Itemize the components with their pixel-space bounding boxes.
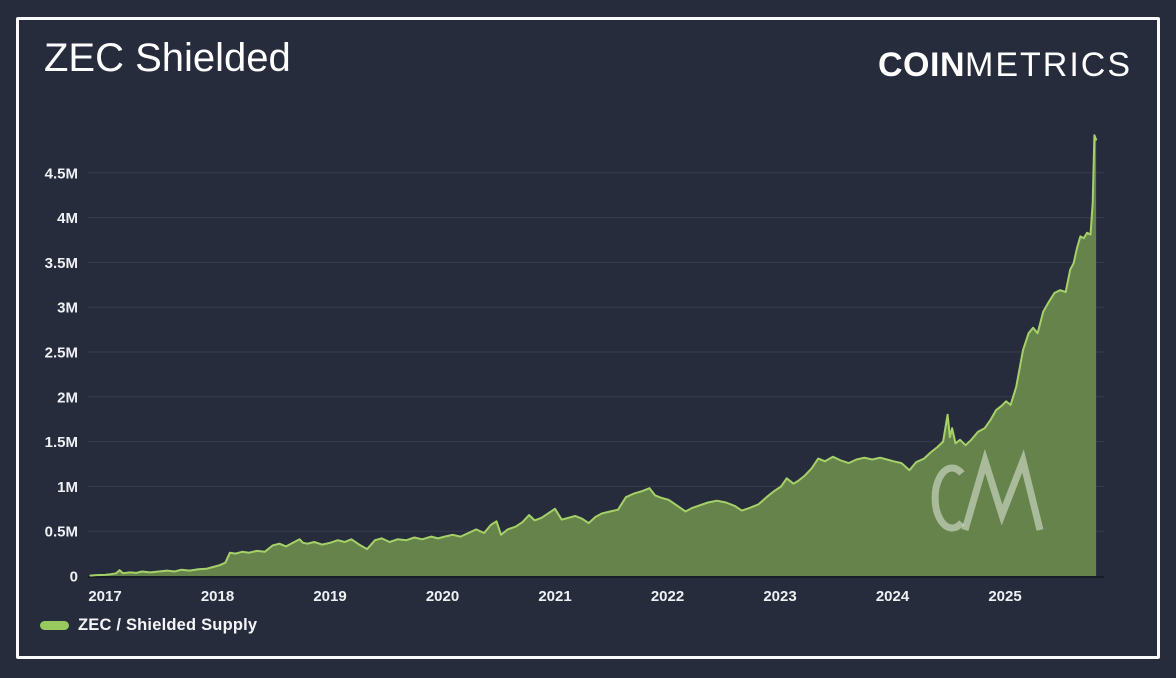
x-tick-label: 2018 xyxy=(201,588,234,605)
legend-swatch-icon xyxy=(40,621,69,630)
x-tick-label: 2024 xyxy=(876,588,910,605)
y-tick-label: 3M xyxy=(57,300,78,317)
x-tick-label: 2021 xyxy=(538,588,571,605)
y-tick-label: 1M xyxy=(57,479,78,496)
page-title: ZEC Shielded xyxy=(44,36,291,80)
cm-watermark xyxy=(931,448,1044,532)
y-tick-label: 3.5M xyxy=(45,255,78,272)
shielded-supply-line xyxy=(89,134,1098,577)
watermark-c-glyph xyxy=(931,464,965,532)
x-tick-label: 2017 xyxy=(88,588,121,605)
x-tick-label: 2025 xyxy=(988,588,1021,605)
x-tick-label: 2020 xyxy=(426,588,459,605)
y-tick-label: 2.5M xyxy=(45,345,78,362)
y-tick-label: 2M xyxy=(57,389,78,406)
y-tick-label: 4.5M xyxy=(45,165,78,182)
y-tick-label: 0.5M xyxy=(45,524,78,541)
watermark-m-glyph xyxy=(961,448,1044,531)
logo-metrics-text: METRICS xyxy=(965,46,1132,84)
logo-coin-text: COIN xyxy=(878,46,965,84)
legend-label: ZEC / Shielded Supply xyxy=(78,616,258,634)
coinmetrics-logo: COINMETRICS xyxy=(878,46,1132,85)
x-tick-label: 2022 xyxy=(651,588,684,605)
legend: ZEC / Shielded Supply xyxy=(40,616,257,635)
y-tick-label: 4M xyxy=(57,210,78,227)
y-tick-label: 0 xyxy=(70,569,78,586)
x-tick-label: 2019 xyxy=(313,588,346,605)
shielded-supply-area xyxy=(90,135,1097,576)
x-tick-label: 2023 xyxy=(763,588,796,605)
y-tick-label: 1.5M xyxy=(45,434,78,451)
